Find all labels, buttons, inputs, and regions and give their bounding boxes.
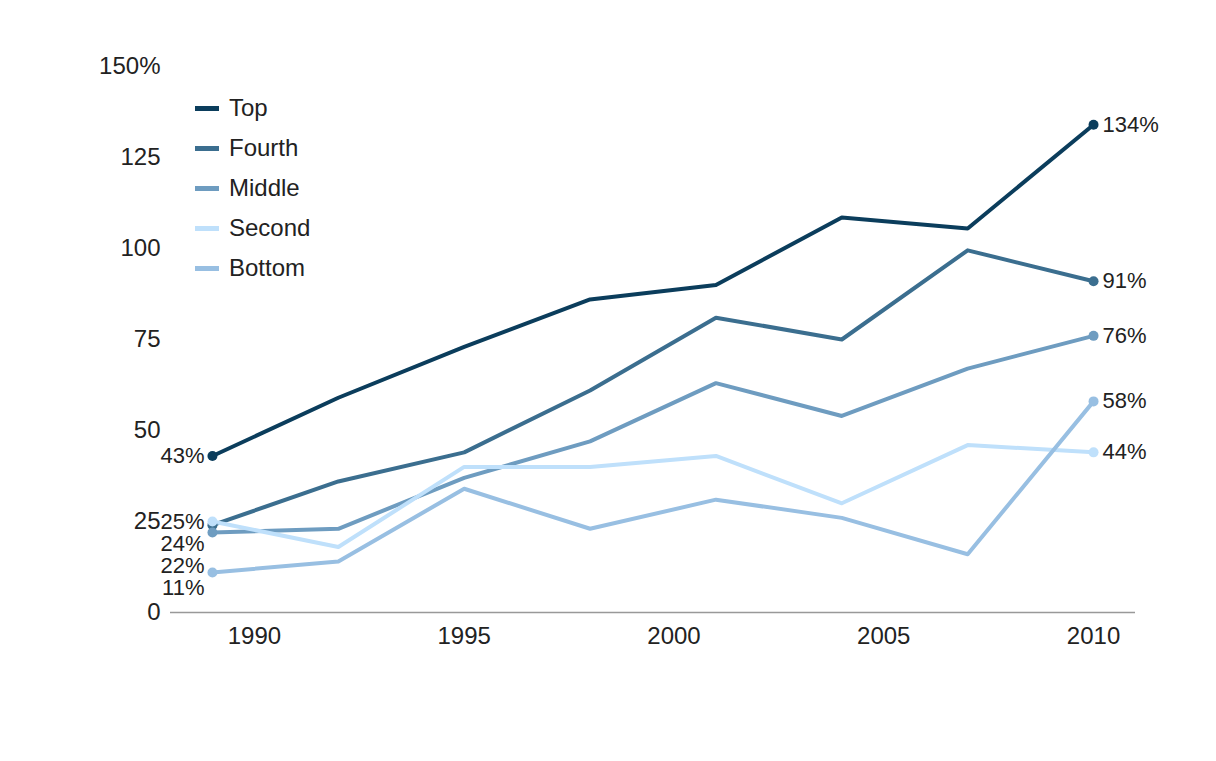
svg-text:24%: 24%	[160, 530, 205, 556]
svg-text:1995: 1995	[438, 622, 491, 649]
svg-text:22%: 22%	[160, 552, 205, 578]
svg-text:134%: 134%	[1103, 112, 1159, 137]
html-text:Top: Top	[229, 94, 268, 121]
svg-text:100: 100	[120, 234, 160, 261]
svg-text:150%: 150%	[99, 52, 160, 79]
svg-text:75: 75	[134, 325, 161, 352]
svg-text:11%: 11%	[162, 575, 204, 600]
svg-text:0: 0	[147, 598, 160, 625]
html-text:Fourth: Fourth	[229, 134, 299, 161]
svg-text:25%: 25%	[160, 509, 204, 534]
svg-text:25: 25	[134, 507, 161, 534]
svg-text:2010: 2010	[1067, 622, 1120, 649]
svg-text:50: 50	[134, 416, 161, 443]
svg-text:44%: 44%	[1103, 439, 1147, 464]
svg-text:76%: 76%	[1103, 323, 1147, 348]
svg-text:58%: 58%	[1103, 388, 1147, 413]
html-text:Middle: Middle	[229, 174, 300, 201]
svg-text:2005: 2005	[857, 622, 910, 649]
svg-text:1990: 1990	[228, 622, 281, 649]
svg-text:43%: 43%	[160, 443, 204, 468]
html-text:Bottom: Bottom	[229, 254, 305, 281]
svg-text:2000: 2000	[647, 622, 700, 649]
html-text:Second: Second	[229, 214, 311, 241]
svg-text:125: 125	[120, 143, 160, 170]
svg-text:91%: 91%	[1103, 268, 1147, 293]
